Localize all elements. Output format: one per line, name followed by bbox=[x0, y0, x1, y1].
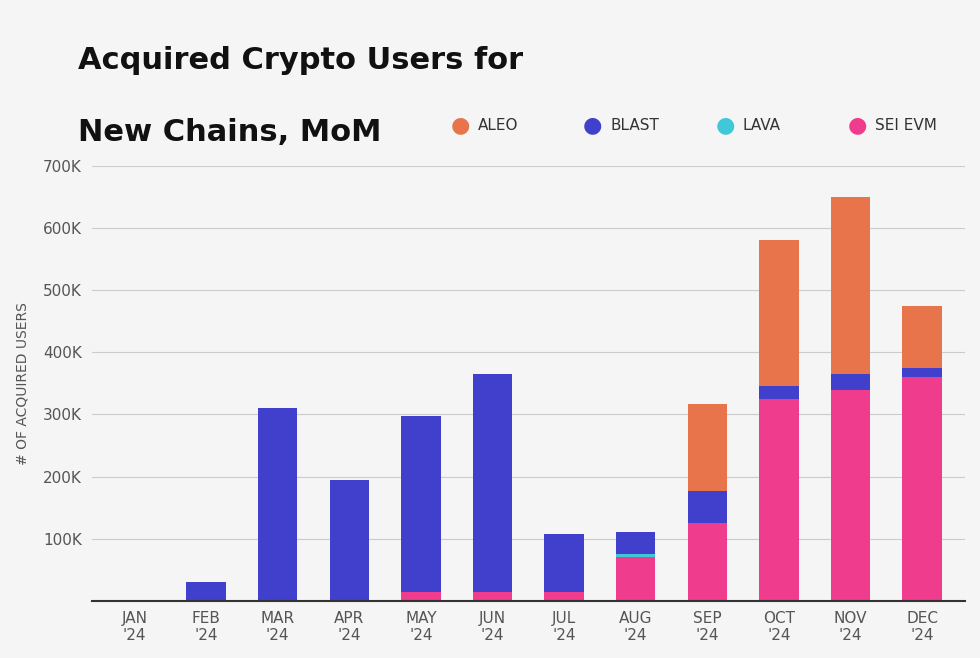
Text: ●: ● bbox=[715, 115, 735, 135]
Text: New Chains, MoM: New Chains, MoM bbox=[78, 118, 382, 147]
Bar bbox=[831, 390, 870, 601]
Bar bbox=[329, 480, 369, 601]
Bar bbox=[760, 240, 799, 386]
Text: ●: ● bbox=[583, 115, 603, 135]
Bar bbox=[401, 592, 441, 601]
Text: ALEO: ALEO bbox=[478, 118, 518, 134]
Text: ●: ● bbox=[451, 115, 470, 135]
Text: SEI EVM: SEI EVM bbox=[875, 118, 937, 134]
Y-axis label: # OF ACQUIRED USERS: # OF ACQUIRED USERS bbox=[15, 302, 29, 465]
Bar bbox=[401, 416, 441, 592]
Text: Acquired Crypto Users for: Acquired Crypto Users for bbox=[78, 46, 523, 75]
Bar bbox=[545, 592, 584, 601]
Bar bbox=[688, 405, 727, 492]
Bar bbox=[472, 374, 513, 592]
Text: ●: ● bbox=[848, 115, 867, 135]
Bar bbox=[760, 399, 799, 601]
Bar bbox=[903, 377, 942, 601]
Bar bbox=[186, 582, 225, 601]
Bar bbox=[903, 305, 942, 368]
Bar bbox=[903, 368, 942, 377]
Bar bbox=[616, 532, 656, 553]
Bar bbox=[616, 557, 656, 601]
Bar bbox=[258, 408, 298, 601]
Bar bbox=[616, 553, 656, 557]
Bar bbox=[760, 386, 799, 399]
Text: LAVA: LAVA bbox=[743, 118, 781, 134]
Bar bbox=[545, 534, 584, 592]
Bar bbox=[831, 374, 870, 390]
Bar bbox=[831, 197, 870, 374]
Text: BLAST: BLAST bbox=[611, 118, 660, 134]
Bar bbox=[688, 492, 727, 522]
Bar bbox=[472, 592, 513, 601]
Bar bbox=[688, 522, 727, 601]
